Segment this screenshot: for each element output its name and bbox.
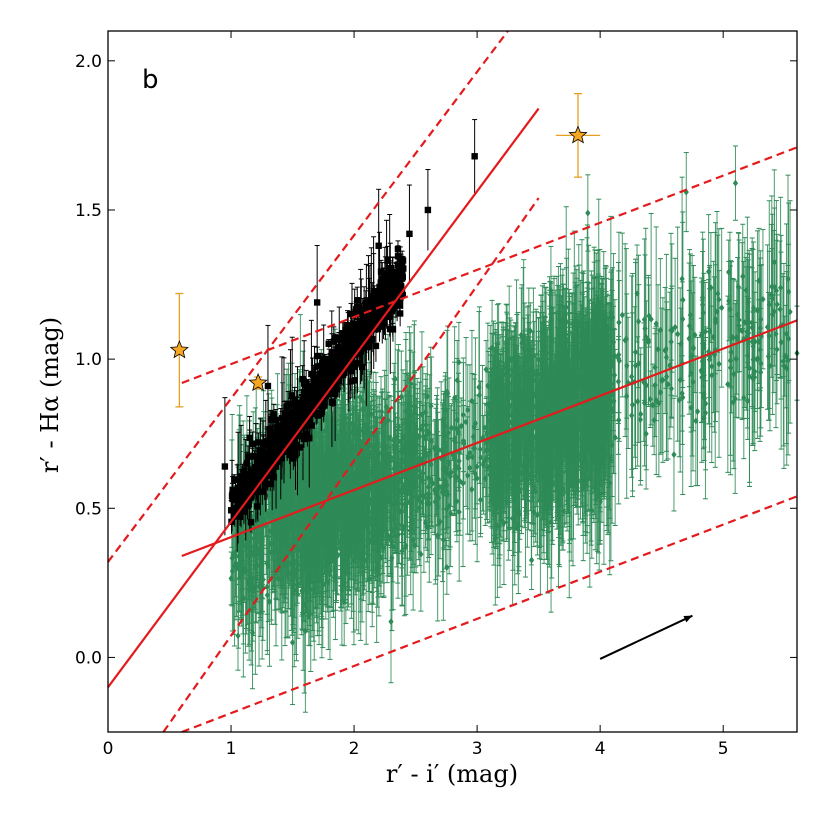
green-cloud-layer (228, 145, 800, 713)
